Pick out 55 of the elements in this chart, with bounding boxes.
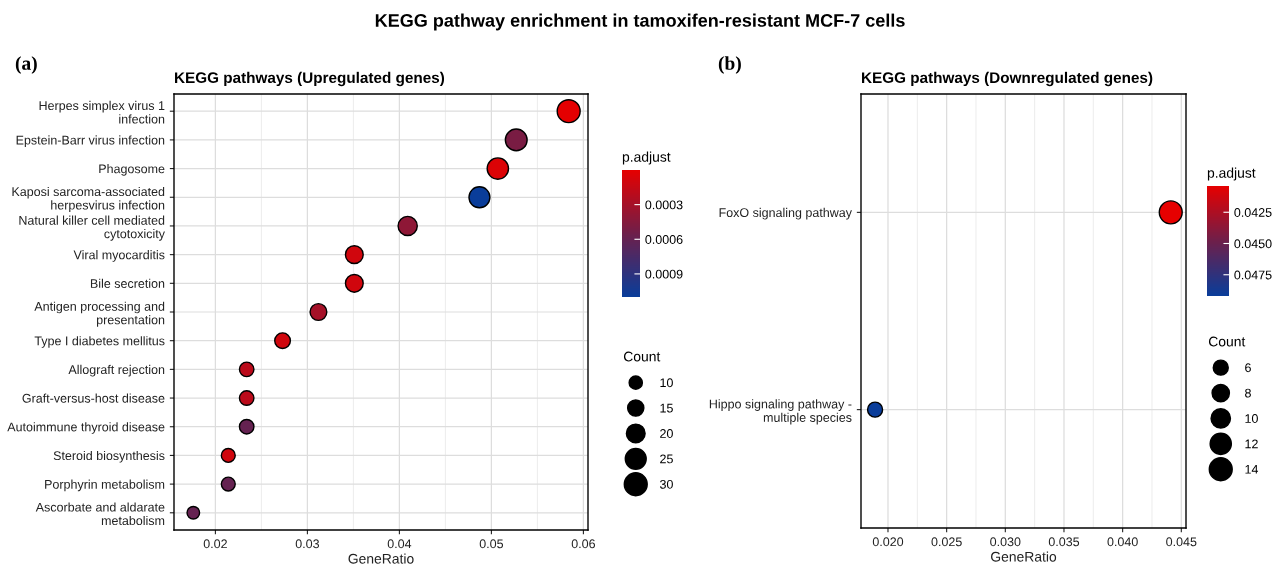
legend-label: 10 — [1245, 414, 1258, 423]
color-bar-label: 0.0475 — [1234, 270, 1272, 280]
y-tick-label: FoxO signaling pathway — [719, 207, 852, 220]
y-tick-label: Porphyrin metabolism — [45, 479, 165, 492]
y-tick-label: Autoimmune thyroid disease — [7, 422, 165, 434]
legend-title: Count — [623, 351, 661, 362]
text: KEGG pathway enrichment in tamoxifen-resistant MCF-7 cells — [375, 13, 905, 31]
legend-label: 14 — [1245, 465, 1259, 474]
legend-title: Count — [1208, 336, 1246, 347]
y-tick-label: Kaposi sarcoma-associated herpesvirus infection — [12, 186, 165, 213]
color-bar-label: 0.0425 — [1234, 208, 1272, 217]
y-tick-label: Type I diabetes mellitus — [34, 336, 165, 348]
y-tick-label: Viral myocarditis — [73, 250, 165, 262]
legend-label: 10 — [660, 378, 673, 388]
x-tick-label: 0.045 — [1166, 537, 1197, 547]
x-tick-label: 0.020 — [872, 537, 904, 547]
chart-title: KEGG pathways (Upregulated genes) — [175, 71, 445, 87]
legend-label: 12 — [1245, 439, 1258, 449]
legend-label: 30 — [659, 479, 673, 489]
y-tick-label: Hippo signaling pathway - multiple species — [709, 399, 852, 425]
y-tick-label: Natural killer cell mediated cytotoxicity — [19, 215, 165, 241]
color-bar-label: 0.0450 — [1234, 239, 1272, 249]
y-tick-label: Antigen processing and presentation — [34, 301, 165, 327]
color-bar-title: p.adjust — [1207, 167, 1256, 181]
y-tick-label: Ascorbate and aldarate metabolism — [35, 502, 165, 526]
y-tick-label: Allograft rejection — [68, 364, 165, 377]
text: (b) — [718, 56, 741, 74]
x-tick-label: 0.030 — [990, 537, 1021, 547]
legend-label: 20 — [660, 429, 673, 438]
x-tick-label: 0.025 — [931, 537, 962, 547]
y-tick-label: Epstein-Barr virus infection — [16, 135, 165, 148]
x-tick-label: 0.04 — [387, 539, 412, 549]
y-tick-label: Graft-versus-host disease — [22, 393, 165, 403]
x-axis-title: GeneRatio — [991, 551, 1057, 562]
text: (a) — [15, 56, 37, 74]
x-tick-label: 0.06 — [571, 539, 596, 549]
color-bar-label: 0.0003 — [645, 200, 683, 210]
x-tick-label: 0.040 — [1107, 537, 1138, 547]
legend-label: 6 — [1245, 363, 1251, 373]
legend-label: 8 — [1245, 388, 1251, 398]
chart-title: KEGG pathways (Downregulated genes) — [862, 71, 1153, 87]
color-bar-label: 0.0006 — [645, 235, 683, 244]
x-tick-label: 0.02 — [203, 539, 227, 549]
y-tick-label: Bile secretion — [90, 278, 165, 288]
legend-label: 15 — [660, 403, 673, 413]
color-bar-title: p.adjust — [622, 151, 671, 165]
color-bar-label: 0.0009 — [645, 269, 683, 279]
y-tick-label: Steroid biosynthesis — [53, 450, 165, 463]
x-axis-title: GeneRatio — [348, 553, 414, 564]
legend-label: 25 — [660, 454, 673, 464]
x-tick-label: 0.035 — [1048, 537, 1080, 547]
x-tick-label: 0.05 — [479, 539, 504, 549]
y-tick-label: Herpes simplex virus 1 infection — [39, 100, 165, 124]
y-tick-label: Phagosome — [99, 164, 165, 176]
x-tick-label: 0.03 — [295, 539, 320, 549]
